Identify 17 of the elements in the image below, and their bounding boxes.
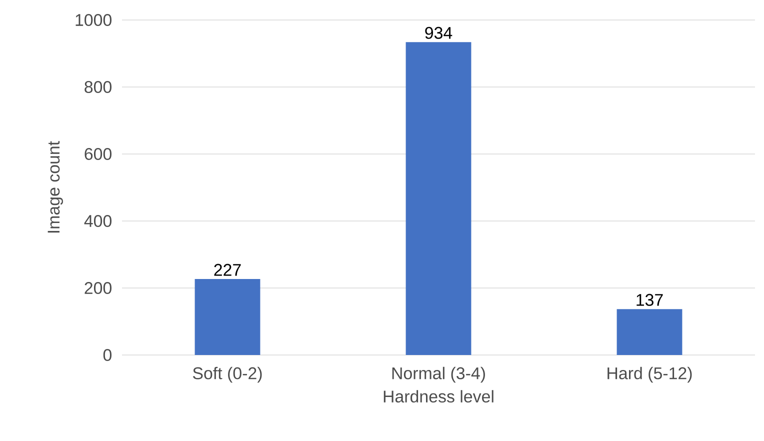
y-tick-label: 1000 (76, 14, 112, 26)
data-label: 137 (636, 294, 663, 306)
y-tick-label: 200 (84, 282, 112, 294)
y-axis-title: Image count (48, 141, 63, 233)
y-tick-label: 0 (103, 349, 112, 361)
bar (406, 42, 472, 355)
data-label: 227 (214, 264, 241, 276)
data-label: 934 (425, 26, 452, 39)
x-tick-label: Soft (0-2) (192, 366, 262, 383)
bar (616, 309, 682, 355)
y-tick-label: 400 (84, 215, 112, 227)
x-tick-label: Normal (3-4) (392, 366, 485, 383)
y-tick-label: 800 (84, 81, 112, 93)
x-tick-label: Hard (5-12) (608, 366, 692, 383)
y-tick-label: 600 (84, 148, 112, 160)
x-axis-title: Hardness level (384, 390, 494, 403)
bar (194, 278, 260, 355)
